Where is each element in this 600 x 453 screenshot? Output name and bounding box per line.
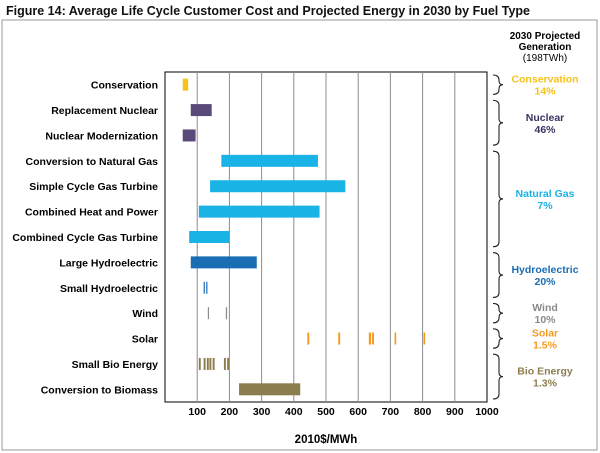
bar-small-bio-energy [209, 357, 212, 370]
category-label-nuclear-modernization: Nuclear Modernization [45, 130, 158, 142]
group-share-conservation: 14% [534, 86, 556, 98]
group-brace-natural-gas [492, 150, 504, 248]
bar-small-bio-energy [227, 357, 230, 370]
x-tick-label: 800 [414, 406, 432, 418]
bars-layer [182, 78, 426, 396]
x-axis-label: 2010$/MWh [295, 434, 358, 446]
bar-solar [394, 332, 397, 345]
bar-small-hydroelectric [203, 281, 205, 294]
group-share-nuclear: 46% [534, 124, 556, 136]
group-brace-conservation [492, 74, 504, 95]
bar-wind [207, 307, 210, 320]
x-tick-label: 600 [349, 406, 367, 418]
group-name-bio-energy: Bio Energy [517, 366, 573, 378]
projected-header-line: Generation [519, 42, 572, 53]
bar-wind [225, 307, 228, 320]
bar-combined-cycle-gas-turbine [189, 231, 230, 243]
bar-conversion-to-biomass [239, 383, 301, 396]
group-name-hydroelectric: Hydroelectric [511, 264, 578, 276]
category-label-simple-cycle-gas-turbine: Simple Cycle Gas Turbine [29, 181, 158, 193]
group-name-nuclear: Nuclear [526, 112, 565, 124]
chart-frame [1, 19, 598, 451]
bar-large-hydroelectric [190, 256, 257, 269]
bar-small-bio-energy [223, 357, 226, 370]
x-tick-labels: 100 200 300 400 500 600 700 800 900 1000 [188, 406, 498, 418]
group-name-natural-gas: Natural Gas [516, 188, 575, 200]
category-label-solar: Solar [132, 334, 158, 346]
x-tick-label: 100 [188, 406, 206, 418]
group-brace-bio-energy [492, 353, 504, 400]
bar-solar [307, 332, 310, 345]
group-share-hydroelectric: 20% [534, 276, 556, 288]
bar-solar [423, 332, 426, 345]
bar-solar [368, 332, 372, 345]
bar-small-bio-energy [203, 357, 206, 370]
group-name-wind: Wind [532, 302, 558, 314]
bar-small-bio-energy [212, 357, 215, 370]
x-tick-label: 300 [253, 406, 271, 418]
figure-title: Figure 14: Average Life Cycle Customer C… [6, 4, 530, 18]
category-labels: Conservation Replacement Nuclear Nuclear M… [12, 80, 158, 397]
category-label-conversion-to-biomass: Conversion to Biomass [41, 384, 158, 396]
projected-header-line: 2030 Projected [510, 31, 581, 42]
category-label-wind: Wind [132, 308, 158, 320]
group-share-natural-gas: 7% [537, 200, 553, 212]
x-tick-label: 1000 [475, 406, 499, 418]
group-share-bio-energy: 1.3% [533, 378, 558, 390]
bar-combined-heat-and-power [198, 205, 320, 218]
bar-replacement-nuclear [190, 104, 212, 117]
bar-small-bio-energy [206, 357, 209, 370]
category-label-small-bio-energy: Small Bio Energy [72, 359, 159, 371]
category-label-small-hydroelectric: Small Hydroelectric [60, 283, 158, 295]
group-brace-nuclear [492, 99, 504, 146]
bar-conservation [182, 78, 189, 91]
bar-solar [372, 332, 374, 345]
group-share-solar: 1.5% [533, 340, 558, 352]
bar-nuclear-modernization [182, 129, 196, 142]
group-brace-hydroelectric [492, 252, 504, 299]
projected-subheader: (198TWh) [523, 53, 567, 64]
category-label-large-hydroelectric: Large Hydroelectric [59, 257, 158, 269]
bar-small-hydroelectric [206, 281, 208, 294]
x-tick-label: 400 [285, 406, 303, 418]
category-label-replacement-nuclear: Replacement Nuclear [51, 105, 158, 117]
x-tick-label: 500 [317, 406, 335, 418]
group-name-conservation: Conservation [511, 74, 578, 86]
group-share-wind: 10% [534, 314, 556, 326]
group-brace-solar [492, 328, 504, 349]
x-tick-label: 700 [382, 406, 400, 418]
bar-conversion-to-natural-gas [221, 154, 318, 167]
category-label-conservation: Conservation [91, 80, 158, 92]
gridlines [196, 72, 456, 402]
x-tick-label: 900 [446, 406, 464, 418]
category-label-conversion-to-natural-gas: Conversion to Natural Gas [26, 156, 159, 168]
category-label-combined-cycle-gas-turbine: Combined Cycle Gas Turbine [12, 232, 158, 244]
bar-simple-cycle-gas-turbine [210, 180, 346, 193]
category-label-combined-heat-and-power: Combined Heat and Power [25, 207, 158, 219]
group-name-solar: Solar [532, 328, 558, 340]
group-brace-wind [492, 302, 504, 324]
bar-small-bio-energy [198, 357, 201, 370]
bar-solar [338, 332, 341, 345]
x-tick-label: 200 [221, 406, 239, 418]
